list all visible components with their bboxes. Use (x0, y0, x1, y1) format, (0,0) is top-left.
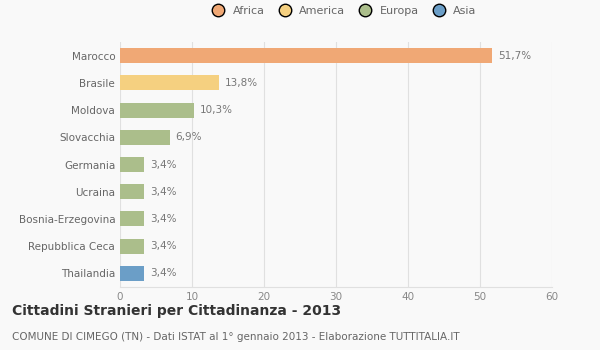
Text: 3,4%: 3,4% (150, 268, 177, 278)
Bar (120, 239, 145, 254)
Text: 10,3%: 10,3% (200, 105, 233, 115)
Text: Cittadini Stranieri per Cittadinanza - 2013: Cittadini Stranieri per Cittadinanza - 2… (12, 304, 341, 318)
Bar (120, 266, 145, 281)
Bar (120, 157, 145, 172)
Text: 3,4%: 3,4% (150, 160, 177, 169)
Bar (120, 103, 194, 118)
Text: 3,4%: 3,4% (150, 241, 177, 251)
Bar (120, 48, 492, 63)
Text: 13,8%: 13,8% (225, 78, 258, 88)
Text: 51,7%: 51,7% (498, 51, 531, 61)
Text: COMUNE DI CIMEGO (TN) - Dati ISTAT al 1° gennaio 2013 - Elaborazione TUTTITALIA.: COMUNE DI CIMEGO (TN) - Dati ISTAT al 1°… (12, 332, 460, 343)
Text: 3,4%: 3,4% (150, 187, 177, 197)
Text: 3,4%: 3,4% (150, 214, 177, 224)
Legend: Africa, America, Europa, Asia: Africa, America, Europa, Asia (207, 6, 477, 15)
Bar (120, 130, 170, 145)
Text: 6,9%: 6,9% (175, 132, 202, 142)
Bar (120, 75, 220, 90)
Bar (120, 211, 145, 226)
Bar (120, 184, 145, 199)
